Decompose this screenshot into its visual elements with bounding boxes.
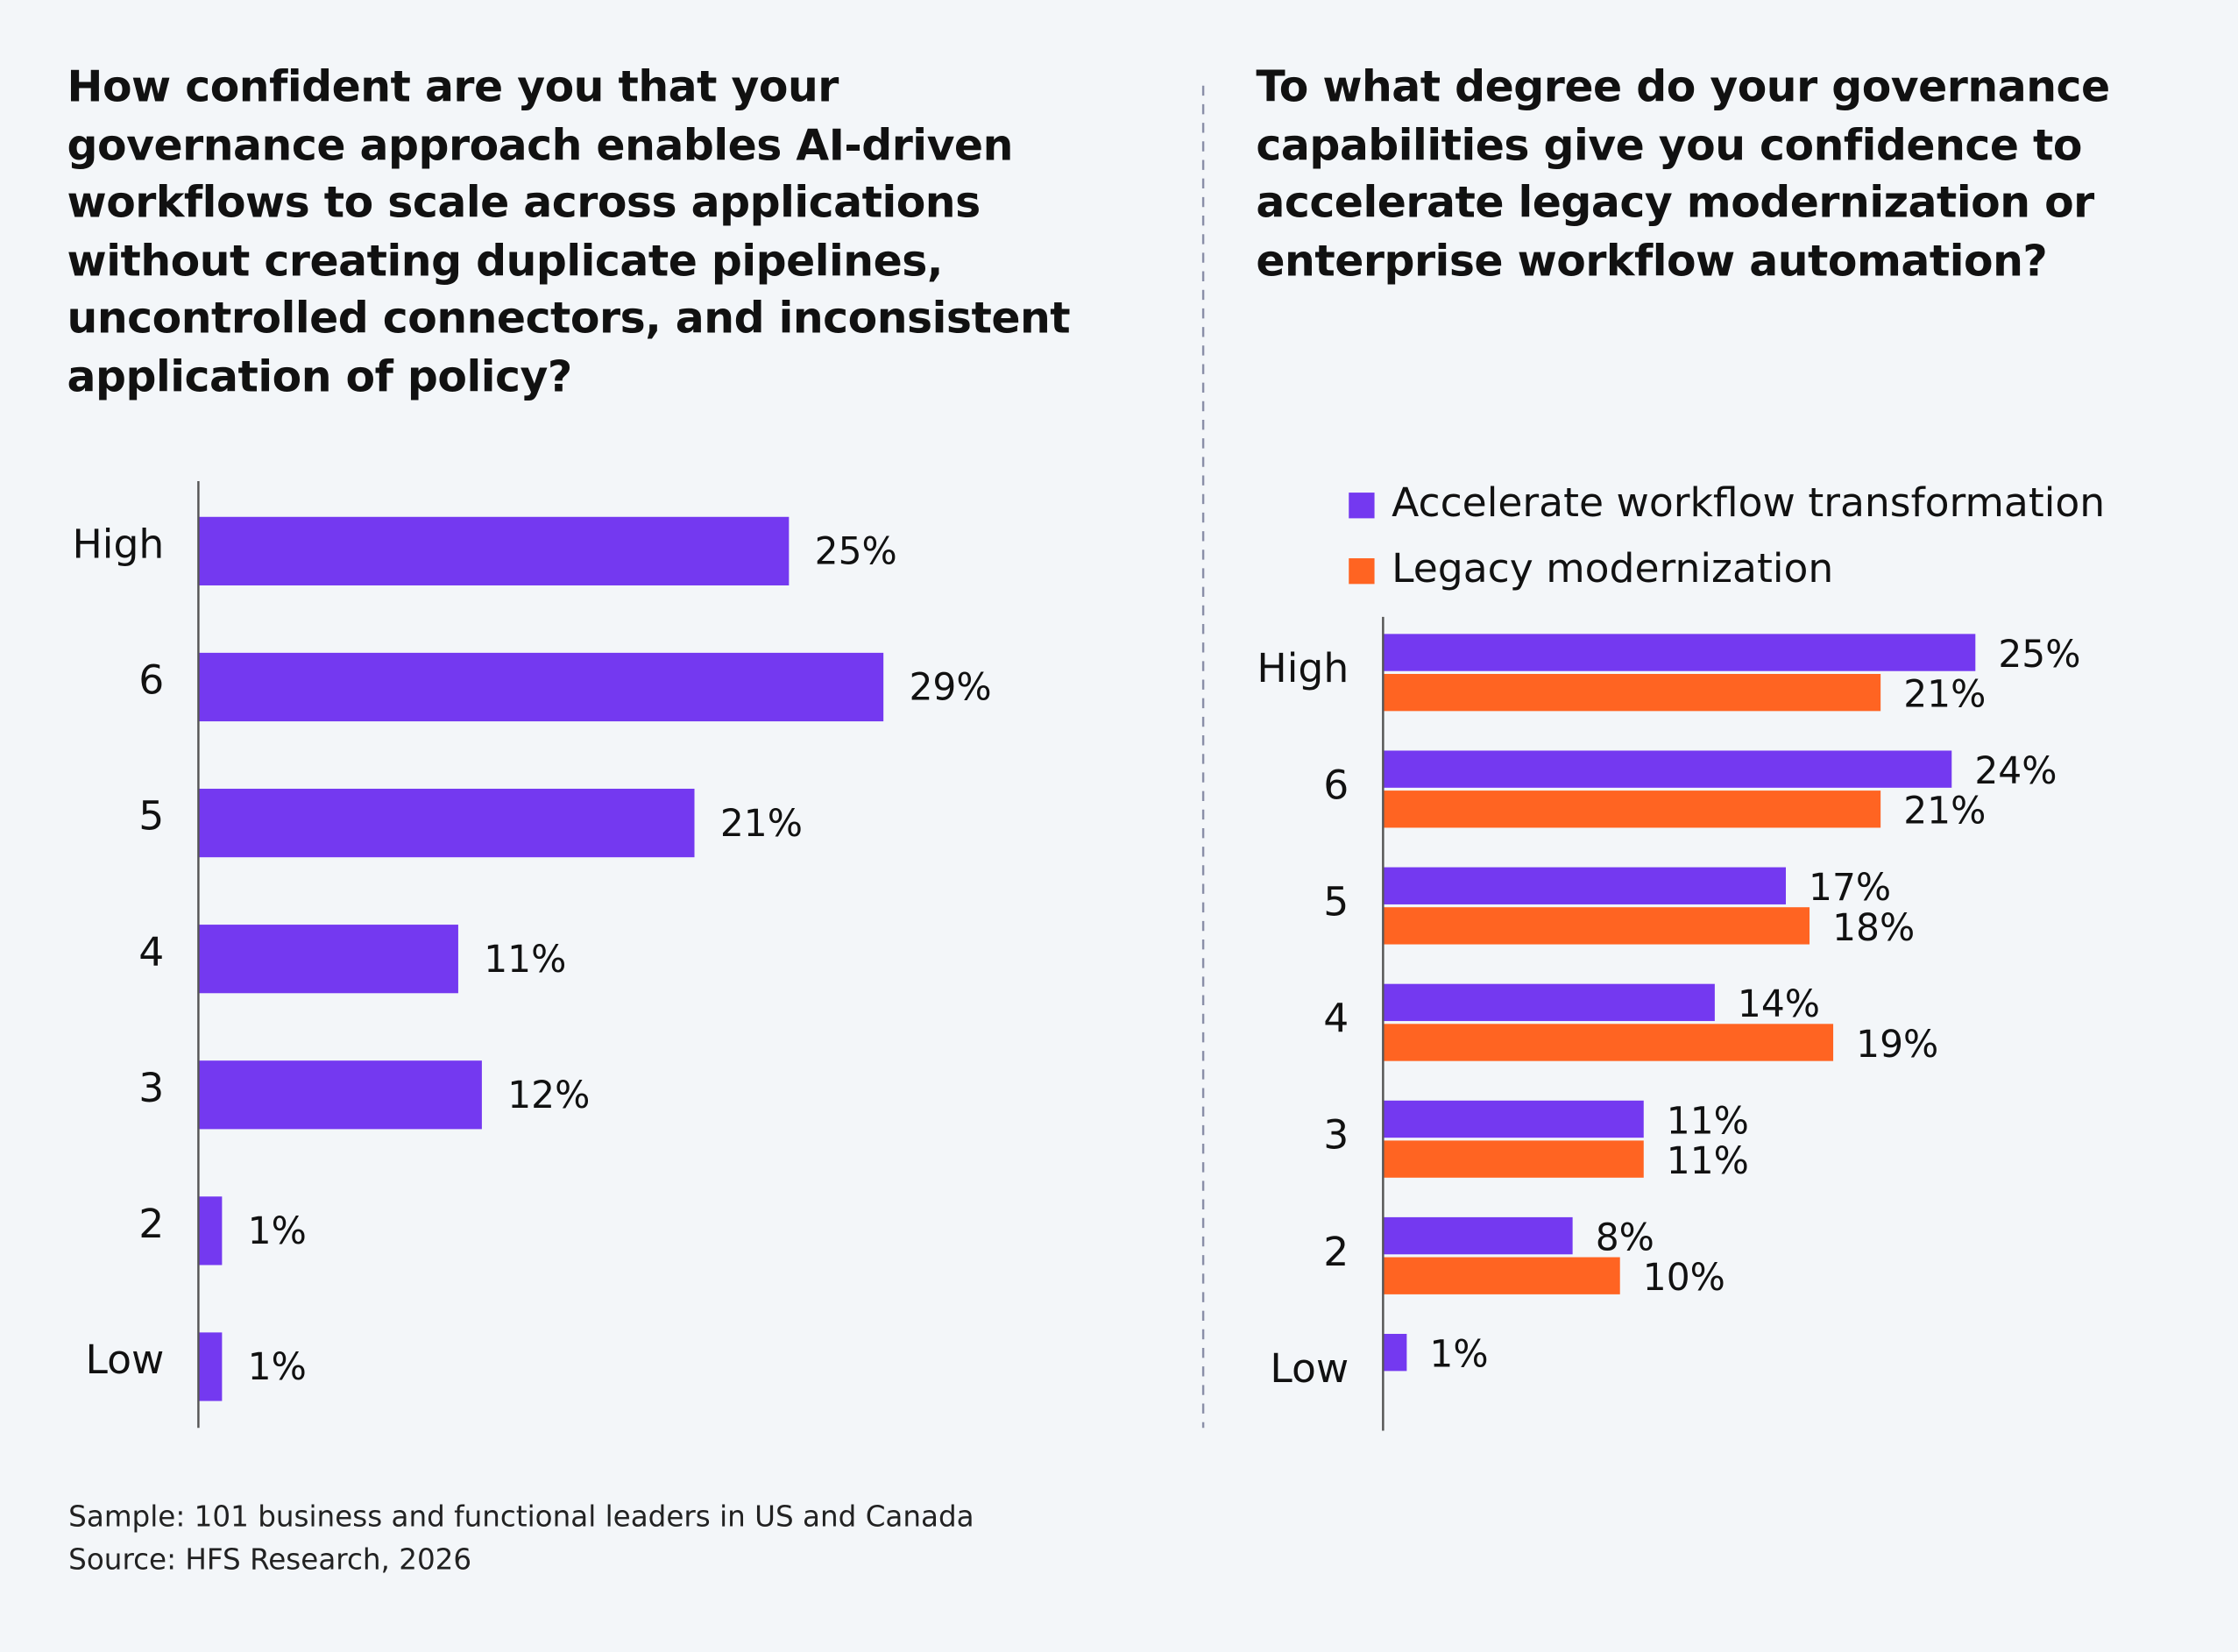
y-tick-label: Low: [85, 1336, 164, 1383]
bar: [1383, 634, 1976, 671]
y-tick-label: 4: [138, 929, 164, 975]
value-label: 29%: [909, 666, 991, 709]
y-tick-label: High: [1257, 645, 1349, 691]
y-tick-label: 5: [1323, 878, 1349, 925]
value-label: 14%: [1738, 982, 1820, 1025]
legend-swatch: [1349, 493, 1375, 519]
value-label: 25%: [815, 530, 897, 573]
value-label: 21%: [1903, 790, 1986, 833]
value-label: 19%: [1856, 1023, 1938, 1066]
bar: [198, 1332, 223, 1401]
legend-label: Legacy modernization: [1392, 545, 1833, 592]
value-label: 12%: [507, 1074, 590, 1117]
y-tick-label: 2: [1323, 1229, 1349, 1275]
y-tick-label: 2: [138, 1201, 164, 1247]
value-label: 1%: [248, 1345, 307, 1388]
bar: [1383, 867, 1786, 904]
value-label: 18%: [1832, 906, 1915, 949]
value-label: 1%: [248, 1209, 307, 1252]
y-tick-label: 3: [1323, 1112, 1349, 1159]
value-label: 21%: [720, 802, 803, 845]
value-label: 25%: [1998, 633, 2080, 676]
value-label: 17%: [1809, 866, 1891, 909]
value-label: 11%: [1667, 1139, 1749, 1182]
chart-title: To what degree do your governance capabi…: [1256, 62, 2110, 287]
bar: [1383, 1100, 1644, 1138]
bar: [1383, 907, 1810, 945]
bar: [1383, 983, 1715, 1022]
bar: [198, 925, 458, 994]
legend-label: Accelerate workflow transformation: [1392, 479, 2105, 526]
y-tick-label: 6: [138, 657, 164, 704]
y-tick-label: 5: [138, 793, 164, 840]
bar: [1383, 1257, 1620, 1294]
bar: [198, 1196, 223, 1266]
bar: [1383, 791, 1881, 828]
bar: [1383, 1334, 1407, 1372]
bar: [198, 516, 790, 585]
y-tick-label: 6: [1323, 762, 1349, 808]
y-tick-label: 4: [1323, 996, 1349, 1042]
value-label: 24%: [1974, 749, 2057, 792]
bar: [1383, 1024, 1834, 1061]
y-tick-label: Low: [1270, 1345, 1349, 1392]
bar: [198, 1060, 482, 1130]
bar: [198, 652, 884, 722]
value-label: 11%: [1667, 1099, 1749, 1142]
footnote: Sample: 101 business and functional lead…: [68, 1499, 974, 1534]
y-tick-label: 3: [138, 1065, 164, 1111]
bar: [198, 788, 695, 858]
footnote: Source: HFS Research, 2026: [68, 1542, 472, 1577]
value-label: 21%: [1903, 673, 1986, 716]
bar: [1383, 1216, 1573, 1255]
bar: [1383, 750, 1952, 788]
y-tick-label: High: [72, 521, 164, 567]
value-label: 1%: [1429, 1333, 1488, 1376]
value-label: 8%: [1596, 1216, 1654, 1258]
value-label: 10%: [1643, 1256, 1725, 1299]
chart-title: How confident are you that your governan…: [67, 62, 1071, 402]
bar: [1383, 1140, 1644, 1178]
legend-swatch: [1349, 558, 1375, 585]
value-label: 11%: [484, 938, 566, 981]
bar: [1383, 673, 1881, 712]
